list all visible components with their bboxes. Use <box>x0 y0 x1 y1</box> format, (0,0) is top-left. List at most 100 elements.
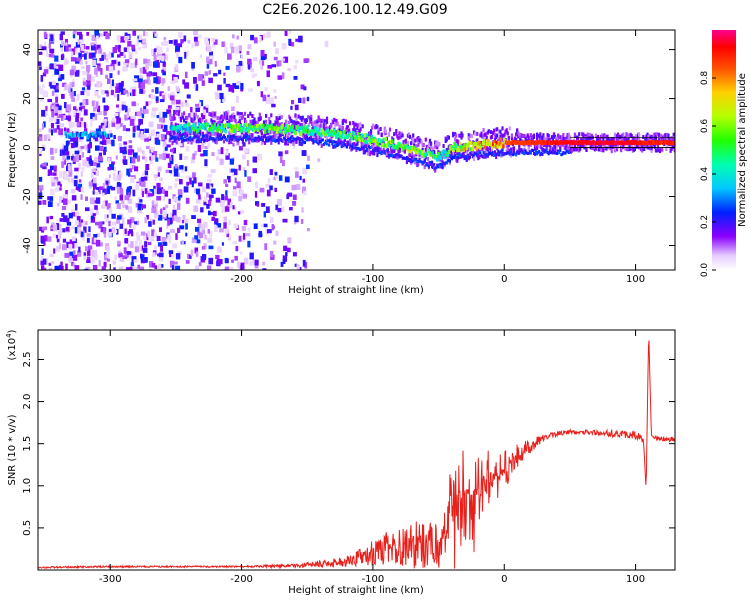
spectrogram-cell <box>74 265 80 270</box>
spectrogram-cell <box>123 36 129 41</box>
spectrogram-cell <box>105 74 108 79</box>
spectrogram-cell <box>167 234 172 240</box>
spectrogram-cell <box>102 52 106 56</box>
spectrogram-cell <box>186 126 190 131</box>
spectrogram-cell <box>160 208 163 215</box>
spectrogram-cell <box>292 194 297 201</box>
spectrogram-cell <box>613 132 616 137</box>
spectrogram-cell <box>60 115 64 121</box>
spectrogram-cell <box>159 154 164 160</box>
spectrogram-cell <box>435 166 438 170</box>
spectrogram-cell <box>491 145 494 150</box>
spectrogram-cell <box>455 144 458 149</box>
spectrogram-cell <box>216 116 219 121</box>
spectrogram-cell <box>51 90 55 96</box>
spectrogram-cell <box>263 33 268 39</box>
spectrogram-cell <box>251 73 255 79</box>
spectrogram-cell <box>230 118 233 123</box>
spectrogram-cell <box>277 207 282 213</box>
spectrogram-cell <box>207 237 213 243</box>
spectrogram-cell <box>101 54 104 61</box>
spectrogram-cell <box>579 146 582 151</box>
spectrogram-cell <box>197 222 202 228</box>
spectrogram-cell <box>118 143 122 150</box>
spectrogram-cell <box>294 263 298 267</box>
spectrogram-cell <box>551 147 554 152</box>
spectrogram-cell <box>94 83 98 88</box>
spectrogram-cell <box>239 190 244 196</box>
spectrogram-cell <box>170 136 173 140</box>
spectrogram-cell <box>529 151 532 155</box>
spectrogram-cell <box>145 32 149 37</box>
spectrogram-cell <box>71 155 75 161</box>
spectrogram-cell <box>107 123 111 129</box>
spectrogram-cell <box>61 213 65 217</box>
spectrogram-cell <box>202 125 205 130</box>
spectrogram-cell <box>128 140 133 144</box>
spectrogram-cell <box>386 143 389 147</box>
spectrogram-cell <box>45 133 50 139</box>
spectrogram-cell <box>230 124 233 129</box>
spectrogram-cell <box>178 56 183 64</box>
spectrogram-cell <box>66 104 72 112</box>
spectrogram-cell <box>277 140 280 145</box>
spectrogram-cell <box>436 157 439 162</box>
spectrogram-cell <box>387 132 391 136</box>
spectrogram-cell <box>387 140 390 145</box>
spectrogram-cell <box>577 136 580 141</box>
spectrogram-cell <box>45 110 49 116</box>
spectrogram-cell <box>377 128 380 132</box>
spectrogram-cell <box>90 256 96 264</box>
spectrogram-cell <box>238 186 243 193</box>
spectrogram-cell <box>94 157 98 164</box>
spectrogram-cell <box>450 157 454 161</box>
spectrogram-cell <box>96 163 101 168</box>
spectrogram-cell <box>496 144 499 149</box>
spectrogram-cell <box>414 160 417 165</box>
spectrogram-cell <box>458 148 461 153</box>
spectrogram-cell <box>265 119 268 124</box>
spectrogram-cell <box>225 153 230 160</box>
spectrogram-cell <box>412 140 415 145</box>
spectrogram-cell <box>238 114 241 119</box>
spectrogram-cell <box>153 232 157 236</box>
spectrogram-cell <box>476 138 479 143</box>
spectrogram-cell <box>324 126 327 131</box>
spectrogram-cell <box>135 58 138 66</box>
spectrogram-cell <box>229 158 234 165</box>
spectrogram-cell <box>151 229 155 237</box>
spectrogram-cell <box>339 130 342 135</box>
spectrogram-cell <box>142 191 144 198</box>
spectrogram-cell <box>493 140 496 144</box>
spectrogram-cell <box>638 136 641 141</box>
spectrogram-cell <box>75 42 81 48</box>
spectrogram-cell <box>293 125 296 130</box>
spectrogram-cell <box>260 91 263 98</box>
spectrogram-cell <box>223 179 228 184</box>
spectrogram-cell <box>207 229 210 234</box>
spectrogram-cell <box>175 45 180 52</box>
spectrogram-cell <box>462 154 465 158</box>
spectrogram-cell <box>80 65 85 69</box>
spectrogram-cell <box>213 112 216 117</box>
spectrogram-cell <box>103 137 107 141</box>
spectrogram-cell <box>425 152 429 156</box>
spectrogram-cell <box>512 146 516 151</box>
spectrogram-cell <box>70 136 75 142</box>
spectrogram-cell <box>204 37 209 43</box>
spectrogram-cell <box>195 227 200 232</box>
spectrogram-cell <box>176 203 181 210</box>
spectrogram-cell <box>241 154 246 160</box>
spectrogram-cell <box>48 169 52 176</box>
spectrogram-cell <box>556 143 559 148</box>
spectrogram-cell <box>208 245 214 250</box>
spectrogram-cell <box>210 183 214 188</box>
spectrogram-cell <box>350 136 353 141</box>
spectrogram-cell <box>47 201 53 207</box>
spectrogram-cell <box>195 125 198 130</box>
spectrogram-cell <box>161 133 165 140</box>
spectrogram-cell <box>255 181 259 189</box>
spectrogram-cell <box>529 133 532 138</box>
spectrogram-cell <box>92 265 98 270</box>
spectrogram-cell <box>208 112 211 117</box>
